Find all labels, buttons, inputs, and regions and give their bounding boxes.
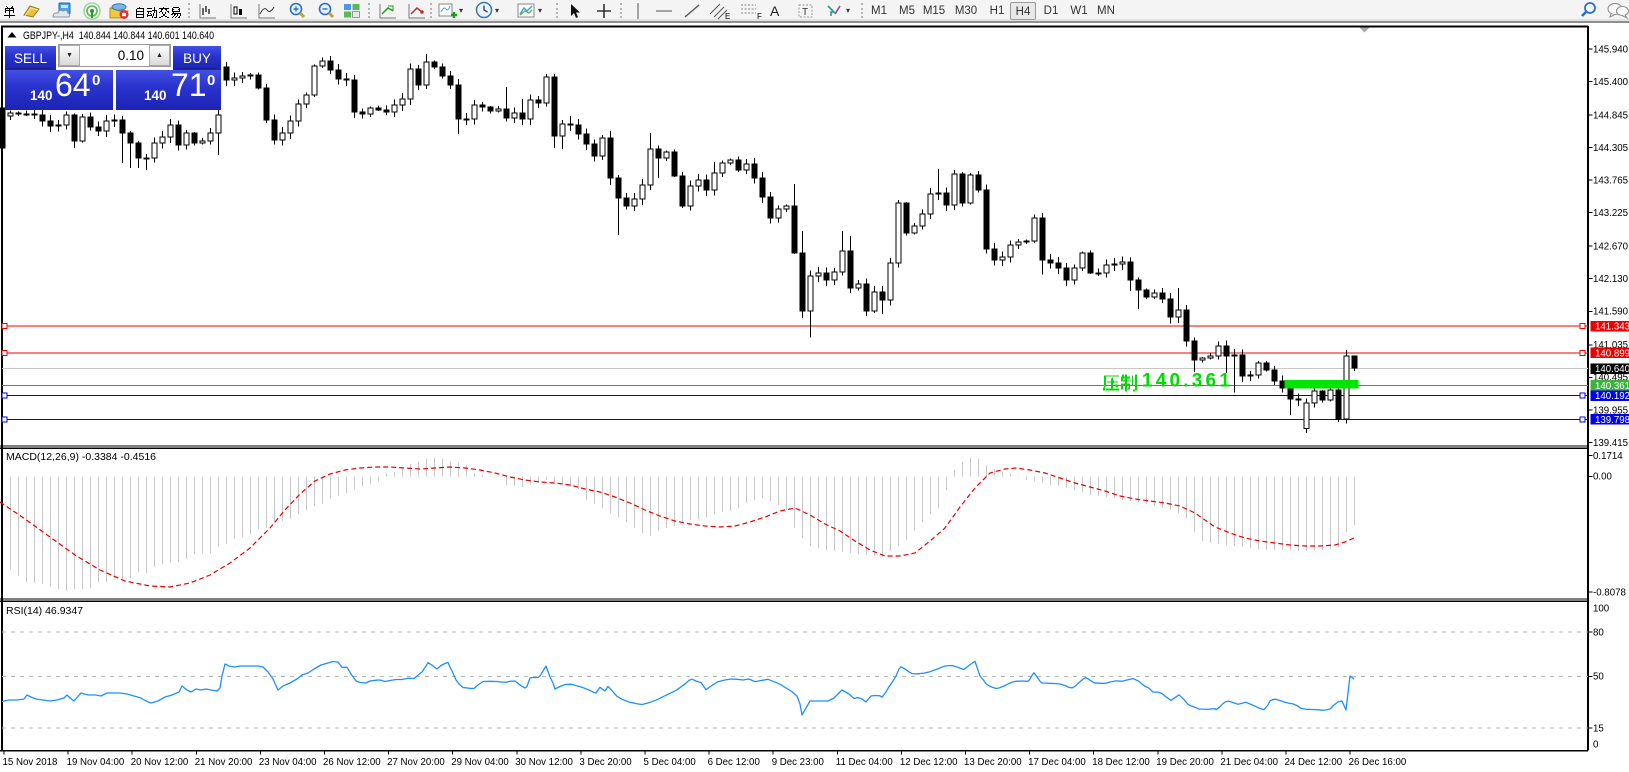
svg-text:139.415: 139.415	[1593, 438, 1628, 449]
svg-text:140.640: 140.640	[1595, 364, 1629, 375]
svg-text:19 Dec 20:00: 19 Dec 20:00	[1156, 757, 1214, 768]
svg-text:80: 80	[1593, 628, 1604, 639]
svg-text:0: 0	[1593, 740, 1599, 751]
svg-text:26 Dec 16:00: 26 Dec 16:00	[1349, 757, 1407, 768]
svg-text:0.00: 0.00	[1593, 472, 1612, 483]
svg-text:140.495: 140.495	[1593, 373, 1628, 384]
svg-text:3 Dec 20:00: 3 Dec 20:00	[579, 757, 632, 768]
svg-text:26 Nov 12:00: 26 Nov 12:00	[323, 757, 381, 768]
svg-text:GBPJPY-,H4 140.844 140.844 14: GBPJPY-,H4 140.844 140.844 140.601 140.6…	[23, 30, 214, 42]
svg-text:144.305: 144.305	[1593, 143, 1628, 154]
svg-text:19 Nov 04:00: 19 Nov 04:00	[67, 757, 125, 768]
svg-text:E: E	[725, 12, 730, 20]
svg-text:18 Dec 12:00: 18 Dec 12:00	[1092, 757, 1150, 768]
svg-text:6 Dec 12:00: 6 Dec 12:00	[708, 757, 761, 768]
svg-text:144.845: 144.845	[1593, 110, 1628, 121]
svg-text:15 Nov 2018: 15 Nov 2018	[3, 757, 58, 768]
svg-text:140.361: 140.361	[1142, 371, 1233, 392]
svg-text:140.192: 140.192	[1595, 391, 1629, 402]
svg-text:15: 15	[1593, 724, 1604, 735]
svg-text:142.130: 142.130	[1593, 274, 1629, 285]
svg-text:143.765: 143.765	[1593, 176, 1628, 187]
svg-text:12 Dec 12:00: 12 Dec 12:00	[900, 757, 958, 768]
svg-text:143.225: 143.225	[1593, 208, 1628, 219]
svg-text:30 Nov 12:00: 30 Nov 12:00	[515, 757, 573, 768]
svg-text:T: T	[802, 7, 808, 18]
svg-text:-0.8078: -0.8078	[1593, 588, 1626, 599]
svg-text:29 Nov 04:00: 29 Nov 04:00	[451, 757, 509, 768]
svg-text:13 Dec 20:00: 13 Dec 20:00	[964, 757, 1022, 768]
svg-text:21 Nov 20:00: 21 Nov 20:00	[195, 757, 253, 768]
svg-text:20 Nov 12:00: 20 Nov 12:00	[131, 757, 189, 768]
svg-text:139.798: 139.798	[1595, 415, 1629, 426]
svg-text:50: 50	[1593, 672, 1604, 683]
svg-text:139.955: 139.955	[1593, 405, 1628, 416]
svg-text:RSI(14) 46.9347: RSI(14) 46.9347	[6, 605, 83, 617]
svg-text:140.361: 140.361	[1595, 381, 1629, 392]
svg-text:141.035: 141.035	[1593, 340, 1628, 351]
svg-text:100: 100	[1593, 603, 1610, 614]
svg-text:23 Nov 04:00: 23 Nov 04:00	[259, 757, 317, 768]
svg-text:141.343: 141.343	[1595, 322, 1629, 333]
svg-text:24 Dec 12:00: 24 Dec 12:00	[1285, 757, 1343, 768]
svg-text:11 Dec 04:00: 11 Dec 04:00	[836, 757, 894, 768]
svg-text:F: F	[757, 12, 762, 20]
svg-text:145.400: 145.400	[1593, 77, 1629, 88]
svg-text:27 Nov 20:00: 27 Nov 20:00	[387, 757, 445, 768]
svg-text:MACD(12,26,9) -0.3384 -0.4516: MACD(12,26,9) -0.3384 -0.4516	[6, 451, 156, 463]
svg-text:21 Dec 04:00: 21 Dec 04:00	[1220, 757, 1278, 768]
svg-text:140.899: 140.899	[1595, 348, 1629, 359]
svg-text:141.590: 141.590	[1593, 307, 1629, 318]
svg-text:17 Dec 04:00: 17 Dec 04:00	[1028, 757, 1086, 768]
svg-text:0.1714: 0.1714	[1593, 451, 1623, 462]
svg-text:142.670: 142.670	[1593, 242, 1629, 253]
svg-text:9 Dec 23:00: 9 Dec 23:00	[772, 757, 825, 768]
svg-text:145.940: 145.940	[1593, 44, 1629, 55]
svg-text:5 Dec 04:00: 5 Dec 04:00	[644, 757, 697, 768]
